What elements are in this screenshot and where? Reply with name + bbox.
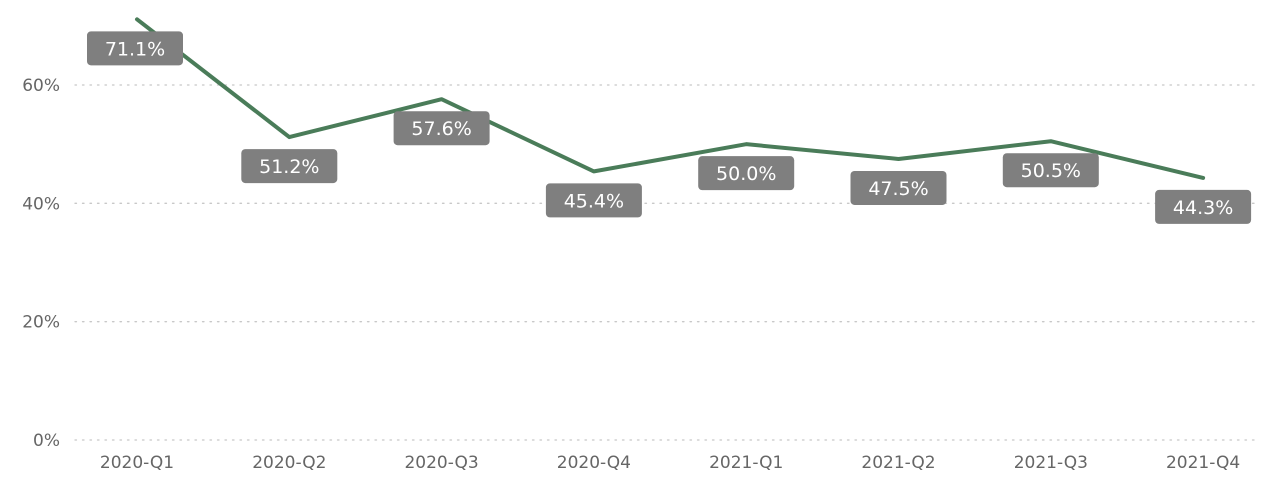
x-tick-label: 2020-Q4 (557, 453, 631, 473)
x-axis-ticks: 2020-Q1 2020-Q2 2020-Q3 2020-Q4 2021-Q1 2021-… (100, 453, 1240, 473)
y-tick-label: 40% (22, 194, 60, 214)
data-label-text: 50.5% (1021, 160, 1081, 182)
series-line (135, 17, 1206, 180)
grid-lines (74, 84, 1258, 441)
data-label: 51.2% (241, 149, 338, 184)
x-tick-label: 2020-Q2 (252, 453, 326, 473)
series-line-group (135, 17, 1206, 180)
data-label-text: 47.5% (868, 178, 928, 200)
data-label: 71.1% (87, 31, 183, 66)
data-label: 47.5% (850, 170, 947, 205)
x-tick-label: 2020-Q3 (404, 453, 478, 473)
x-tick-label: 2021-Q2 (861, 453, 935, 473)
data-label-text: 44.3% (1173, 197, 1233, 219)
data-label: 57.6% (393, 111, 490, 146)
data-label-box (850, 170, 947, 205)
data-label-text: 45.4% (564, 190, 624, 212)
data-label-box (1002, 153, 1099, 188)
data-label-text: 71.1% (105, 38, 165, 60)
data-label-text: 51.2% (259, 156, 319, 178)
data-label-text: 57.6% (411, 118, 471, 140)
data-label: 50.5% (1002, 153, 1099, 188)
data-label-box (87, 31, 183, 66)
data-label-box (545, 183, 642, 218)
y-tick-label: 20% (22, 313, 60, 333)
y-axis-ticks: 0% 20% 40% 60% (22, 76, 60, 451)
data-label: 44.3% (1155, 189, 1252, 224)
data-label: 45.4% (545, 183, 642, 218)
y-tick-label: 60% (22, 76, 60, 96)
x-tick-label: 2020-Q1 (100, 453, 174, 473)
data-label: 50.0% (698, 156, 795, 191)
data-label-box (698, 156, 795, 191)
data-label-text: 50.0% (716, 163, 776, 185)
data-label-box (241, 149, 338, 184)
x-tick-label: 2021-Q1 (709, 453, 783, 473)
data-labels: 71.1% 51.2% 57.6% 45.4% 50.0% 47.5% 50.5% 44.3% (87, 31, 1252, 224)
x-tick-label: 2021-Q4 (1166, 453, 1240, 473)
data-label-box (1155, 189, 1252, 224)
y-tick-label: 0% (33, 431, 60, 451)
x-tick-label: 2021-Q3 (1014, 453, 1088, 473)
data-label-box (393, 111, 490, 146)
